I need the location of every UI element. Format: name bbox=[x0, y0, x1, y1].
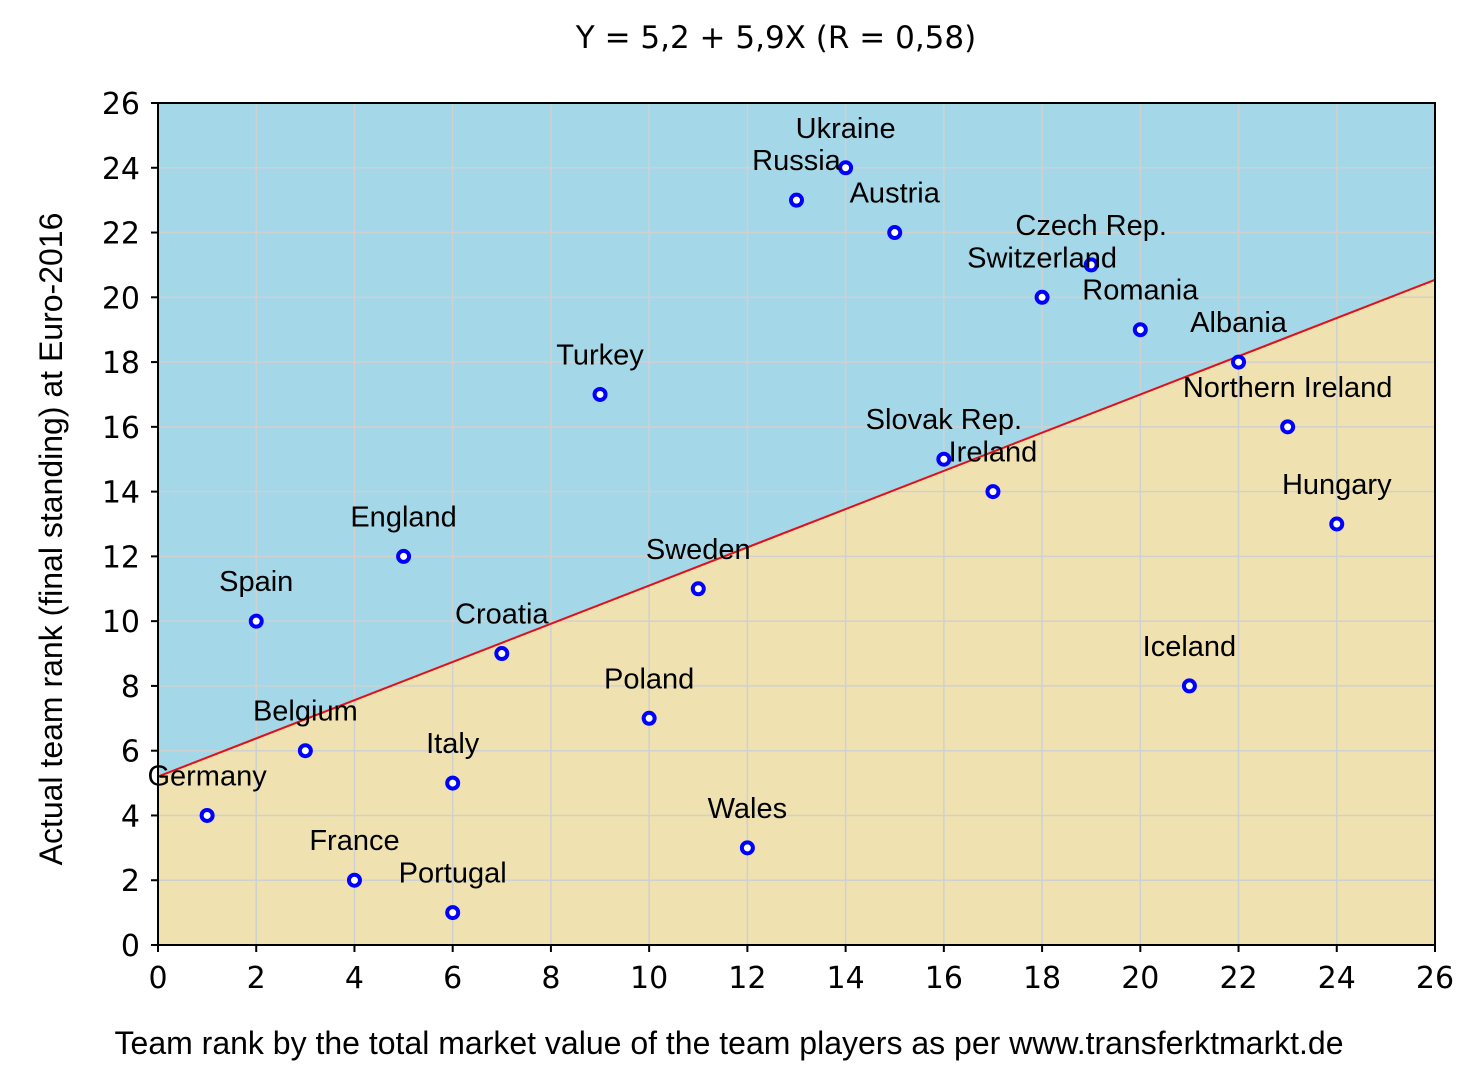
data-point bbox=[1231, 354, 1247, 370]
y-tick-label: 2 bbox=[121, 864, 140, 899]
data-point bbox=[592, 386, 608, 402]
y-tick-label: 20 bbox=[102, 281, 140, 316]
x-tick-label: 4 bbox=[345, 961, 364, 996]
x-tick-label: 26 bbox=[1416, 961, 1454, 996]
data-point bbox=[936, 451, 952, 467]
data-point bbox=[690, 581, 706, 597]
data-point-label: Iceland bbox=[1143, 631, 1237, 663]
data-point bbox=[739, 840, 755, 856]
data-point bbox=[985, 484, 1001, 500]
x-tick-label: 16 bbox=[925, 961, 963, 996]
x-tick-label: 18 bbox=[1023, 961, 1061, 996]
data-point-label: Poland bbox=[604, 663, 694, 695]
data-point-label: Wales bbox=[708, 793, 788, 825]
data-point-label: England bbox=[350, 501, 456, 533]
data-point bbox=[838, 160, 854, 176]
y-tick-label: 16 bbox=[102, 411, 140, 446]
data-point-label: Belgium bbox=[253, 696, 358, 728]
y-tick-label: 12 bbox=[102, 540, 140, 575]
data-point bbox=[887, 225, 903, 241]
data-point bbox=[1329, 516, 1345, 532]
data-point-label: Northern Ireland bbox=[1183, 372, 1393, 404]
data-point bbox=[1034, 289, 1050, 305]
data-point bbox=[1083, 257, 1099, 273]
grid bbox=[158, 103, 1435, 945]
y-tick-label: 24 bbox=[102, 152, 140, 187]
data-point bbox=[346, 872, 362, 888]
region-below-line bbox=[158, 279, 1435, 945]
x-tick-label: 12 bbox=[728, 961, 766, 996]
y-tick-label: 8 bbox=[121, 670, 140, 705]
regression-line-group bbox=[157, 278, 1436, 778]
point-labels: Germany Spain Belgium France England Italy Por… bbox=[147, 113, 1392, 890]
data-point-label: Albania bbox=[1190, 307, 1288, 339]
y-tick-label: 4 bbox=[121, 799, 140, 834]
plot-area bbox=[158, 103, 1435, 945]
data-point-label: Germany bbox=[147, 760, 267, 792]
data-point-label: Croatia bbox=[455, 599, 549, 631]
tick-labels: 0 2 4 6 8 10 12 14 16 18 20 22 24 2602468101214161820… bbox=[102, 87, 1454, 996]
x-tick-label: 22 bbox=[1219, 961, 1257, 996]
data-point-label: Austria bbox=[850, 178, 941, 210]
data-point bbox=[1280, 419, 1296, 435]
regression-line bbox=[157, 278, 1436, 778]
chart-title: Y = 5,2 + 5,9X (R = 0,58) bbox=[575, 20, 976, 56]
data-point bbox=[789, 192, 804, 208]
data-point-label: Spain bbox=[219, 566, 293, 598]
data-point-label: Slovak Rep. bbox=[866, 404, 1022, 436]
y-axis-title: Actual team rank (final standing) at Eur… bbox=[33, 213, 69, 866]
data-point bbox=[1181, 678, 1197, 694]
data-points bbox=[199, 160, 1345, 921]
y-tick-label: 18 bbox=[102, 346, 140, 381]
data-point-label: France bbox=[309, 825, 399, 857]
data-point bbox=[445, 775, 461, 791]
data-point bbox=[641, 710, 657, 726]
data-point-label: Russia bbox=[752, 145, 842, 177]
data-point-label: Portugal bbox=[399, 858, 507, 890]
y-tick-label: 6 bbox=[121, 735, 140, 770]
data-point-label: Sweden bbox=[646, 534, 751, 566]
x-axis-title: Team rank by the total market value of t… bbox=[115, 1025, 1344, 1061]
data-point bbox=[248, 613, 264, 629]
data-point bbox=[1132, 322, 1148, 338]
data-point bbox=[494, 646, 510, 662]
x-tick-label: 10 bbox=[630, 961, 668, 996]
data-point bbox=[396, 548, 412, 564]
x-tick-label: 24 bbox=[1318, 961, 1356, 996]
data-point bbox=[297, 743, 313, 759]
x-tick-label: 2 bbox=[247, 961, 266, 996]
y-tick-label: 22 bbox=[102, 217, 140, 252]
data-point bbox=[445, 905, 461, 921]
data-point-label: Italy bbox=[426, 728, 480, 760]
data-point-label: Hungary bbox=[1282, 469, 1392, 501]
y-tick-label: 14 bbox=[102, 476, 140, 511]
x-tick-label: 14 bbox=[827, 961, 865, 996]
data-point-label: Ukraine bbox=[796, 113, 896, 145]
axes bbox=[151, 102, 1436, 952]
data-point-label: Romania bbox=[1082, 275, 1199, 307]
y-tick-label: 26 bbox=[102, 87, 140, 122]
data-point-label: Czech Rep. bbox=[1015, 210, 1167, 242]
plot-frame bbox=[157, 102, 1436, 946]
x-tick-label: 8 bbox=[541, 961, 560, 996]
x-tick-label: 0 bbox=[148, 961, 167, 996]
data-point bbox=[199, 807, 215, 823]
y-tick-label: 0 bbox=[121, 929, 140, 964]
x-tick-label: 6 bbox=[443, 961, 462, 996]
y-tick-label: 10 bbox=[102, 605, 140, 640]
data-point-label: Turkey bbox=[556, 339, 644, 371]
data-point-label: Ireland bbox=[949, 437, 1038, 469]
x-tick-label: 20 bbox=[1121, 961, 1159, 996]
data-point-label: Switzerland bbox=[967, 242, 1117, 274]
